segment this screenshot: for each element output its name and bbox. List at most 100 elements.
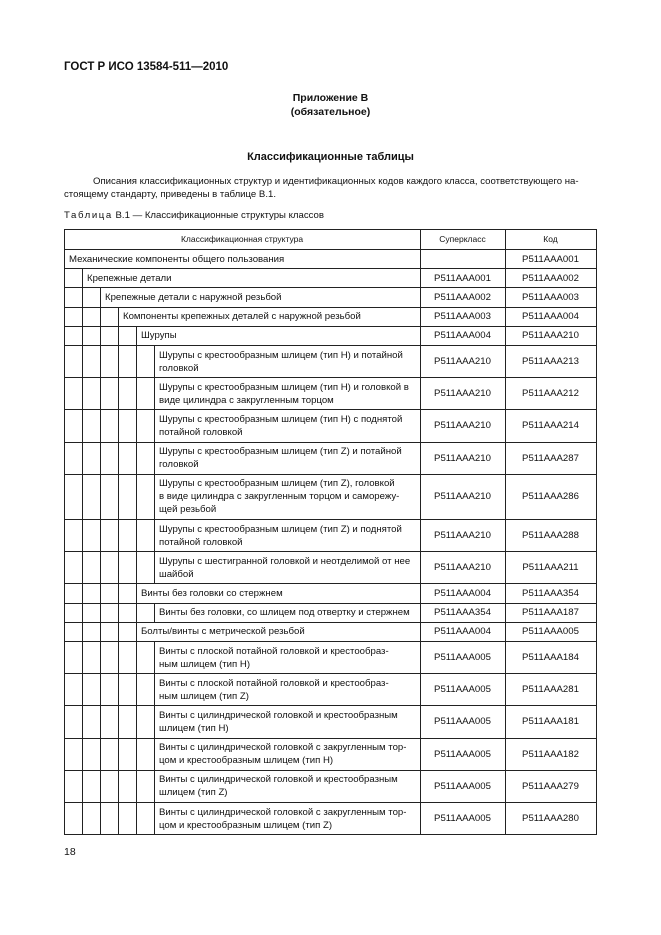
code-cell: P511AAA286: [522, 491, 579, 503]
structure-text-line: шлицем (тип Н): [159, 722, 229, 734]
structure-cell: Механические компоненты общего пользован…: [69, 250, 414, 268]
indent-line: [136, 474, 137, 519]
indent-line: [136, 442, 137, 474]
code-cell: P511AAA182: [522, 748, 579, 760]
indent-line: [82, 307, 83, 326]
indent-line: [82, 552, 83, 584]
indent-line: [118, 603, 119, 622]
indent-line: [118, 642, 119, 674]
code-cell: P511AAA003: [522, 291, 579, 303]
structure-text-line: Шурупы: [141, 330, 177, 342]
superclass-cell: P511AAA210: [434, 491, 491, 503]
indent-line: [154, 378, 155, 410]
indent-line: [118, 803, 119, 835]
superclass-cell: P511AAA001: [434, 272, 491, 284]
indent-line: [82, 269, 83, 288]
code-cell: P511AAA004: [522, 311, 579, 323]
indent-line: [100, 770, 101, 802]
indent-line: [118, 410, 119, 442]
indent-line: [100, 674, 101, 706]
superclass-cell: P511AAA005: [434, 716, 491, 728]
structure-cell: Винты с плоской потайной головкой и крес…: [159, 674, 414, 705]
indent-line: [82, 603, 83, 622]
header-code: Код: [543, 234, 558, 244]
structure-cell: Шурупы с крестообразным шлицем (тип Н) с…: [159, 410, 414, 441]
indent-line: [136, 622, 137, 641]
structure-cell: Шурупы с крестообразным шлицем (тип Z), …: [159, 475, 414, 519]
structure-text-line: потайной головкой: [159, 426, 243, 438]
structure-cell: Винты с цилиндрической головкой с закруг…: [159, 803, 414, 834]
structure-text-line: Винты без головки со стержнем: [141, 587, 283, 599]
structure-text-line: Винты с плоской потайной головкой и крес…: [159, 677, 389, 689]
code-cell: P511AAA213: [522, 356, 579, 368]
indent-line: [118, 378, 119, 410]
indent-line: [154, 552, 155, 584]
table-row: Шурупы P511AAA004 P511AAA210: [64, 326, 597, 346]
indent-line: [82, 442, 83, 474]
code-cell: P511AAA181: [522, 716, 579, 728]
superclass-cell: P511AAA210: [434, 420, 491, 432]
structure-cell: Компоненты крепежных деталей с наружной …: [123, 308, 414, 326]
code-cell: P511AAA287: [522, 452, 579, 464]
indent-line: [82, 642, 83, 674]
indent-line: [82, 520, 83, 552]
indent-line: [154, 520, 155, 552]
indent-line: [154, 738, 155, 770]
superclass-cell: P511AAA210: [434, 388, 491, 400]
code-cell: P511AAA280: [522, 813, 579, 825]
structure-text-line: ным шлицем (тип Z): [159, 690, 249, 702]
table-row: Механические компоненты общего пользован…: [64, 250, 597, 270]
indent-line: [82, 584, 83, 603]
indent-line: [154, 474, 155, 519]
indent-line: [136, 770, 137, 802]
superclass-cell: P511AAA210: [434, 452, 491, 464]
superclass-cell: P511AAA210: [434, 356, 491, 368]
structure-cell: Шурупы с крестообразным шлицем (тип Z) и…: [159, 520, 414, 551]
table-row: Крепежные детали с наружной резьбой P511A…: [64, 288, 597, 308]
structure-cell: Шурупы с крестообразным шлицем (тип Z) и…: [159, 443, 414, 474]
structure-text-line: Винты с цилиндрической головкой и кресто…: [159, 709, 398, 721]
table-row: Винты с плоской потайной головкой и крес…: [64, 674, 597, 707]
structure-cell: Шурупы с крестообразным шлицем (тип Н) и…: [159, 346, 414, 377]
structure-text-line: шлицем (тип Z): [159, 787, 228, 799]
structure-text-line: Винты с цилиндрической головкой с закруг…: [159, 742, 407, 754]
table-row: Болты/винты с метрической резьбой P511AAA…: [64, 622, 597, 642]
superclass-cell: P511AAA354: [434, 607, 491, 619]
superclass-cell: P511AAA005: [434, 748, 491, 760]
structure-text-line: Шурупы с крестообразным шлицем (тип Z) и…: [159, 523, 402, 535]
indent-line: [154, 803, 155, 835]
table-row: Шурупы с крестообразным шлицем (тип Н) и…: [64, 378, 597, 411]
superclass-cell: P511AAA210: [434, 562, 491, 574]
document-code: ГОСТ Р ИСО 13584-511—2010: [64, 61, 229, 73]
structure-cell: Винты без головки, со шлицем под отвертк…: [159, 604, 414, 622]
structure-text-line: виде цилиндра с закругленным торцом: [159, 394, 334, 406]
paragraph-line-2: стоящему стандарту, приведены в таблице …: [64, 189, 276, 200]
header-superclass: Суперкласс: [439, 234, 486, 244]
indent-line: [136, 410, 137, 442]
structure-text-line: Шурупы с крестообразным шлицем (тип Н) и…: [159, 349, 403, 361]
indent-line: [136, 674, 137, 706]
superclass-cell: P511AAA005: [434, 813, 491, 825]
structure-text-line: Винты с плоской потайной головкой и крес…: [159, 645, 389, 657]
indent-line: [100, 378, 101, 410]
indent-line: [118, 770, 119, 802]
table-row: Шурупы с крестообразным шлицем (тип Z) и…: [64, 442, 597, 475]
structure-text-line: Механические компоненты общего пользован…: [69, 253, 285, 265]
structure-cell: Винты с цилиндрической головкой и кресто…: [159, 706, 414, 737]
code-cell: P511AAA279: [522, 780, 579, 792]
indent-line: [100, 552, 101, 584]
indent-line: [100, 622, 101, 641]
indent-line: [100, 738, 101, 770]
structure-text-line: Крепежные детали с наружной резьбой: [105, 291, 282, 303]
indent-line: [82, 410, 83, 442]
table-row: Винты с цилиндрической головкой и кресто…: [64, 706, 597, 739]
structure-text-line: Компоненты крепежных деталей с наружной …: [123, 311, 361, 323]
superclass-cell: P511AAA004: [434, 626, 491, 638]
superclass-cell: P511AAA004: [434, 587, 491, 599]
indent-line: [136, 738, 137, 770]
indent-line: [100, 442, 101, 474]
table-row: Винты с цилиндрической головкой с закруг…: [64, 738, 597, 771]
indent-line: [100, 326, 101, 345]
indent-line: [154, 770, 155, 802]
